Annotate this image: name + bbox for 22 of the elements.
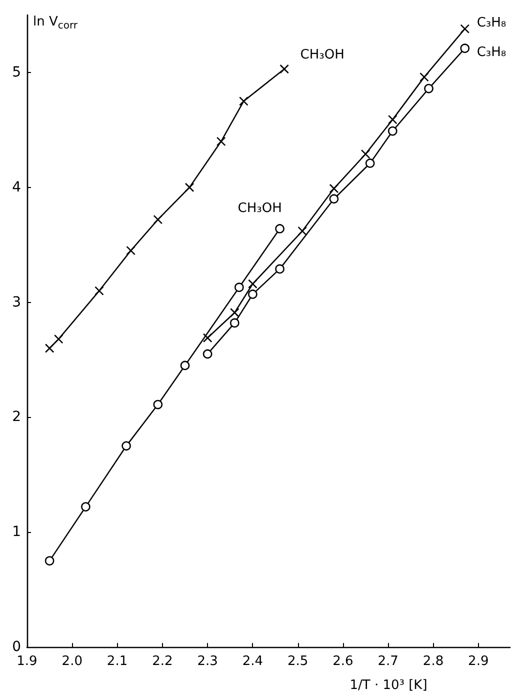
series-label: CH₃OH: [300, 48, 344, 63]
y-tick-label: 4: [12, 179, 22, 196]
x-axis-title: 1/T · 10³ [K]: [350, 678, 428, 693]
x-tick-label: 2.7: [378, 654, 398, 669]
y-tick-label: 1: [12, 524, 21, 540]
series-label: CH₃OH: [238, 201, 282, 216]
x-tick-label: 2.2: [152, 654, 173, 669]
x-tick-label: 1.9: [16, 654, 38, 669]
y-tick-label: 2: [12, 409, 21, 426]
y-tick-label: 0: [12, 639, 21, 655]
x-tick-label: 2.3: [197, 654, 218, 669]
x-tick-label: 2.9: [468, 654, 489, 669]
x-tick-label: 2.6: [332, 654, 354, 669]
y-tick-label: 5: [12, 64, 21, 80]
x-tick-label: 2.8: [422, 654, 444, 669]
x-tick-label: 2.5: [287, 654, 308, 669]
series-label: C₃H₈: [476, 44, 506, 60]
y-tick-label: 3: [12, 294, 21, 310]
x-tick-label: 2.4: [242, 654, 264, 669]
x-tick-label: 2.1: [106, 654, 128, 669]
series-label: C₃H₈: [476, 15, 506, 30]
x-tick-label: 2.0: [62, 654, 82, 669]
